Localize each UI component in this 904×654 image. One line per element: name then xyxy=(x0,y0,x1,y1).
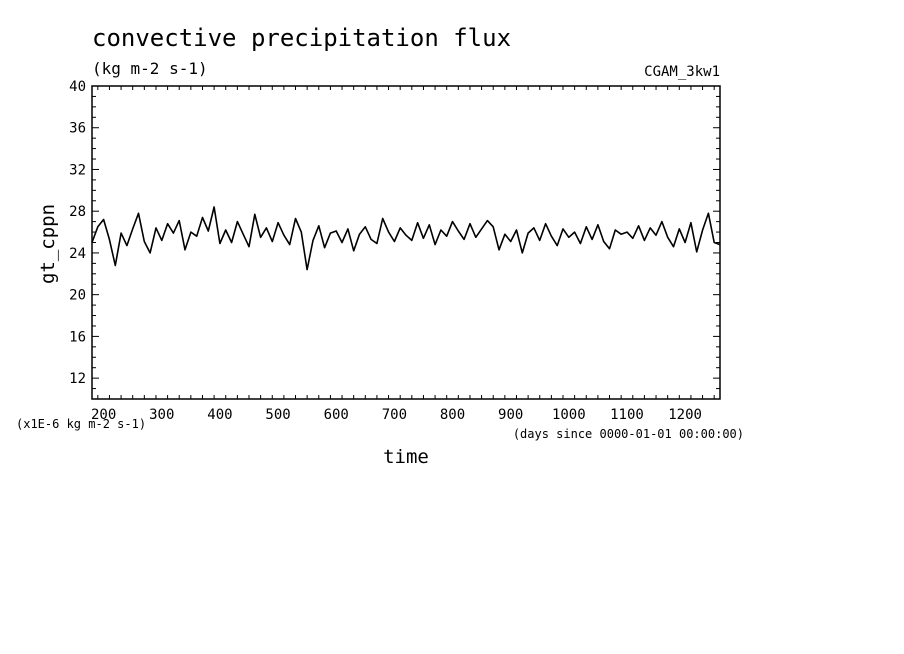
y-tick-label: 28 xyxy=(69,204,86,220)
x-tick-label: 800 xyxy=(440,407,465,423)
x-tick-label: 600 xyxy=(324,407,349,423)
x-tick-label: 1200 xyxy=(668,407,702,423)
y-scale-note: (x1E-6 kg m-2 s-1) xyxy=(16,417,146,431)
y-tick-label: 32 xyxy=(69,162,86,178)
plot-frame xyxy=(91,85,721,400)
x-tick-label: 500 xyxy=(265,407,290,423)
x-axis-title: time xyxy=(383,446,429,468)
x-axis-units: (days since 0000-01-01 00:00:00) xyxy=(513,427,744,441)
y-tick-label: 24 xyxy=(69,246,86,262)
chart-title: convective precipitation flux xyxy=(92,24,511,52)
x-axis-ticks: 200 300 400 500 600 700 800 900 1000 1100 1200 xyxy=(91,86,715,423)
y-axis-ticks: 12 16 20 24 28 32 36 40 xyxy=(69,79,720,390)
x-tick-label: 1100 xyxy=(610,407,644,423)
y-axis-title: gt_cppn xyxy=(37,204,59,284)
y-tick-label: 12 xyxy=(69,371,86,387)
x-tick-label: 700 xyxy=(382,407,407,423)
x-tick-label: 200 xyxy=(91,407,116,423)
run-label: CGAM_3kw1 xyxy=(644,64,720,80)
x-tick-label: 1000 xyxy=(552,407,586,423)
series-line xyxy=(91,206,721,271)
y-tick-label: 16 xyxy=(69,329,86,345)
y-tick-label: 36 xyxy=(69,121,86,137)
x-tick-label: 900 xyxy=(498,407,523,423)
chart-units: (kg m-2 s-1) xyxy=(92,59,208,78)
x-tick-label: 300 xyxy=(149,407,174,423)
y-tick-label: 40 xyxy=(69,79,86,95)
x-tick-label: 400 xyxy=(207,407,232,423)
y-tick-label: 20 xyxy=(69,288,86,304)
